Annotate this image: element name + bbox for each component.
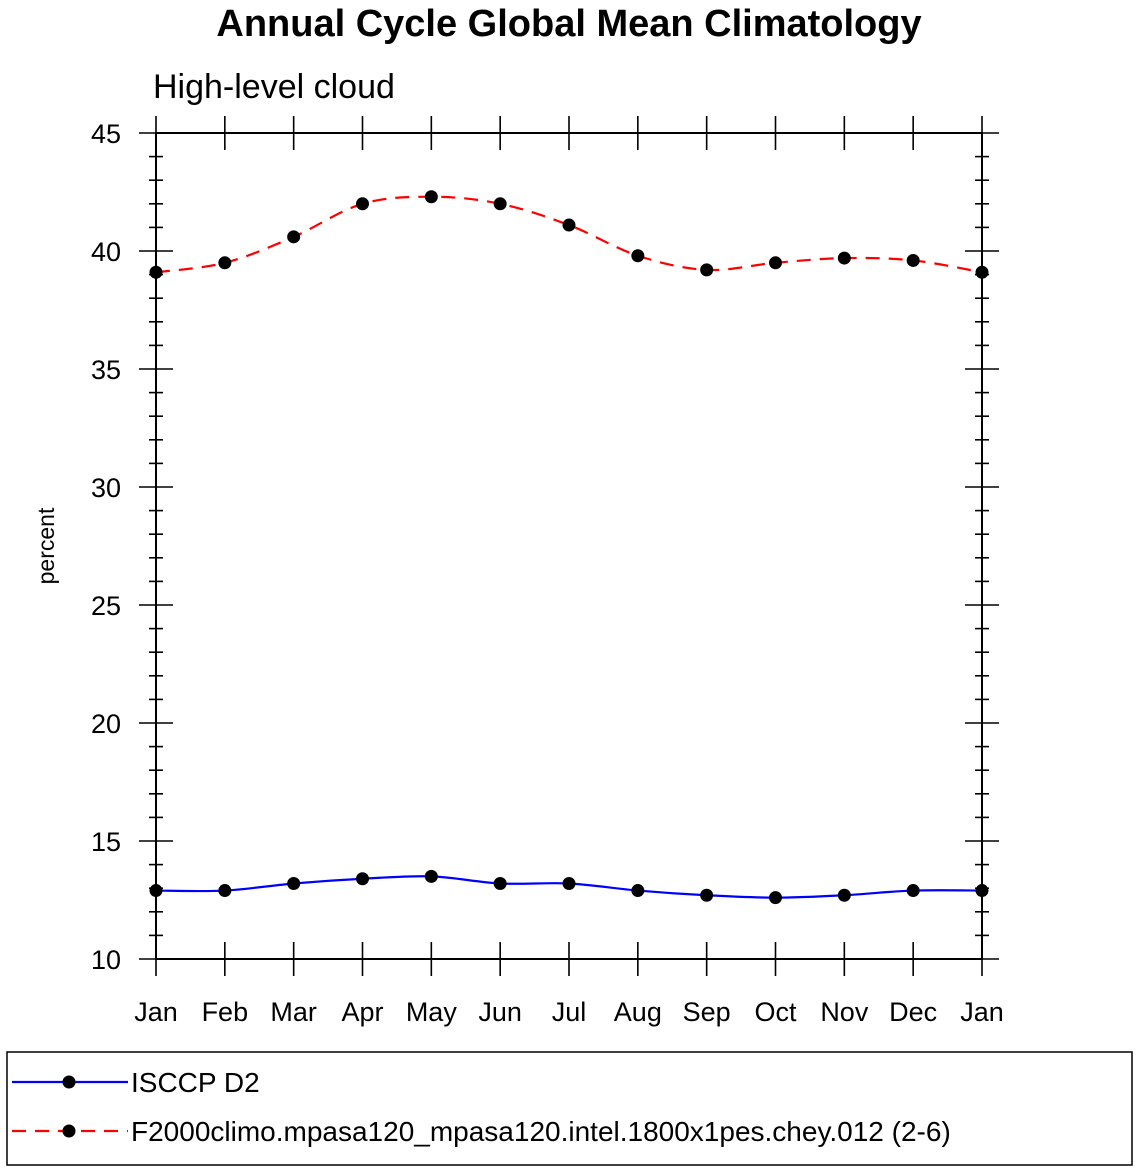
legend-frame [6,1051,1133,1166]
y-tick-label: 40 [91,237,121,267]
data-point [562,876,576,890]
x-tick-label: Jun [478,997,522,1027]
data-point [356,872,369,886]
data-point [562,218,576,232]
data-point [631,884,645,898]
x-tick-label: Aug [614,997,662,1027]
data-point [906,884,920,898]
x-tick-label: Feb [202,997,249,1027]
data-point [424,190,438,204]
data-point [218,256,232,270]
x-tick-label: Mar [270,997,317,1027]
y-axis-label: percent [33,507,59,584]
legend-item: ISCCP D2 [12,1067,260,1098]
data-point [769,256,782,270]
data-point [493,876,507,890]
legend-items: ISCCP D2 F2000climo.mpasa120_mpasa120.int… [12,1067,951,1147]
x-tick-label: Jan [960,997,1004,1027]
data-point [493,197,507,211]
data-point [700,263,714,277]
legend-swatch-marker [62,1075,76,1089]
x-tick-label: Dec [889,997,937,1027]
x-tick-label: Oct [754,997,797,1027]
data-point [356,197,369,211]
data-point [837,888,851,902]
legend-label: ISCCP D2 [131,1067,260,1098]
x-tick-label: Jan [134,997,178,1027]
plot-series [149,190,989,905]
series-1 [149,869,989,905]
y-tick-label: 30 [91,473,121,503]
x-tick-labels: Jan Feb Mar Apr May Jun Jul Aug Sep Oct Nov Dec Jan [134,997,1004,1027]
legend-label: F2000climo.mpasa120_mpasa120.intel.1800x… [131,1116,951,1147]
data-point [700,888,714,902]
axis-ticks [139,116,999,976]
y-tick-labels: 10 15 20 25 30 35 40 45 [91,119,121,975]
series-line [155,195,983,274]
chart-subtitle: High-level cloud [153,68,395,106]
y-tick-label: 35 [91,355,121,385]
data-point [769,891,782,905]
data-point [906,253,920,267]
y-tick-label: 45 [91,119,121,149]
series-2 [149,190,989,279]
x-tick-label: Apr [341,997,383,1027]
y-tick-label: 10 [91,945,121,975]
data-point [287,876,301,890]
legend-item: F2000climo.mpasa120_mpasa120.intel.1800x… [12,1116,951,1147]
data-point [424,869,438,883]
legend: ISCCP D2 F2000climo.mpasa120_mpasa120.int… [6,1051,1133,1166]
y-tick-label: 20 [91,709,121,739]
y-tick-label: 15 [91,827,121,857]
x-tick-label: Sep [683,997,731,1027]
legend-swatch-marker [62,1124,76,1138]
x-tick-label: Jul [552,997,587,1027]
chart-title: Annual Cycle Global Mean Climatology [216,3,921,45]
plot-frame [155,132,983,960]
data-point [837,251,851,265]
x-tick-label: Nov [820,997,869,1027]
data-point [287,230,301,244]
data-point [218,884,232,898]
data-point [631,249,645,263]
x-tick-label: May [406,997,458,1027]
y-tick-label: 25 [91,591,121,621]
